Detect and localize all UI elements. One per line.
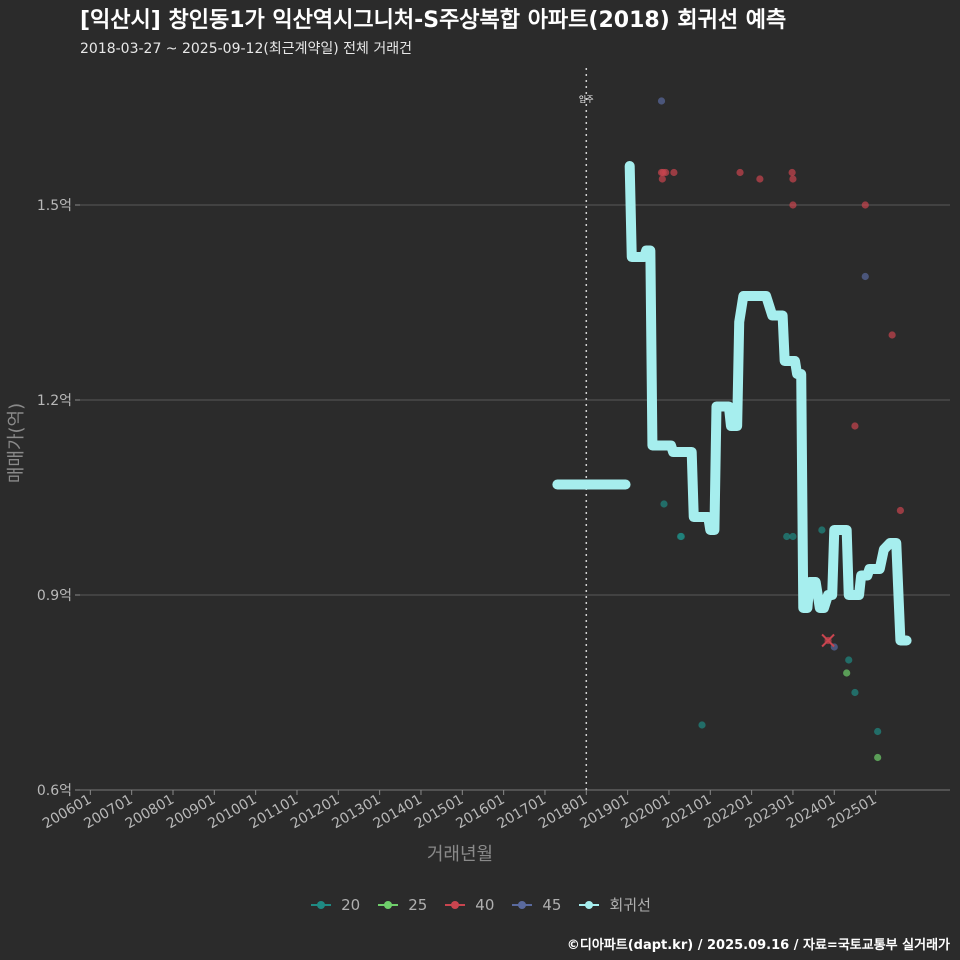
y-axis-label: 매매가(억) [6,402,27,484]
data-point-45 [861,272,869,281]
legend-swatch [510,899,534,911]
latest-deal-marker [821,633,835,648]
legend-item: 45 [510,896,561,914]
axes [75,204,950,795]
legend-label: 20 [341,895,361,914]
y-tick-label: 0.6억 [37,783,72,799]
legend-swatch [443,899,467,911]
legend-label: 25 [408,895,428,914]
source-caption: ©디아파트(dapt.kr) / 2025.09.16 / 자료=국토교통부 실… [566,938,950,953]
data-point-40 [851,422,859,430]
legend-label: 45 [542,895,562,914]
grid-lines [80,204,950,596]
y-tick-label: 1.5억 [37,198,72,214]
data-point-20 [660,500,668,508]
chart-subtitle: 2018-03-27 ~ 2025-09-12(최근계약일) 전체 거래건 [80,41,412,57]
data-point-25 [843,669,851,677]
data-point-20 [783,532,791,541]
data-point-40 [896,506,905,515]
legend-item: 20 [309,896,360,914]
y-axis-label-wrap: 매매가(억) [0,403,30,483]
data-point-20 [845,656,853,664]
legend-label: 40 [475,895,495,914]
scatter-points [657,97,905,762]
data-point-20 [851,688,859,697]
data-point-40 [789,175,797,183]
data-point-40 [658,175,666,183]
legend-swatch [376,899,400,911]
data-point-20 [698,721,706,729]
regression-line [552,161,912,646]
data-point-20 [874,727,882,736]
data-point-25 [874,753,882,762]
chart-title: [익산시] 창인동1가 익산역시그니처-S주상복합 아파트(2018) 회귀선 … [80,8,787,33]
data-point-40 [670,168,678,177]
regression-path [624,161,912,646]
move-in-line: 입주 [579,68,594,790]
data-point-40 [756,175,764,183]
data-point-45 [657,97,666,105]
data-point-40 [789,201,797,209]
legend-label: 회귀선 [609,896,651,914]
legend-item: 25 [376,896,427,914]
x-axis-label: 거래년월 [426,844,494,865]
move-in-label: 입주 [579,95,594,104]
data-point-20 [818,526,826,534]
data-point-40 [662,168,670,177]
legend-item: 40 [443,896,494,914]
data-point-40 [736,168,744,177]
data-point-40 [788,168,796,177]
y-tick-label: 1.2억 [37,393,72,409]
data-point-20 [789,532,797,541]
y-tick-label: 0.9억 [37,588,72,604]
legend-swatch [309,899,333,911]
data-point-40 [888,331,896,339]
data-point-40 [861,201,869,209]
legend: 20 25 40 45 회귀선 [0,894,960,915]
legend-item: 회귀선 [577,894,651,915]
data-point-20 [677,532,685,541]
legend-swatch [577,899,601,911]
